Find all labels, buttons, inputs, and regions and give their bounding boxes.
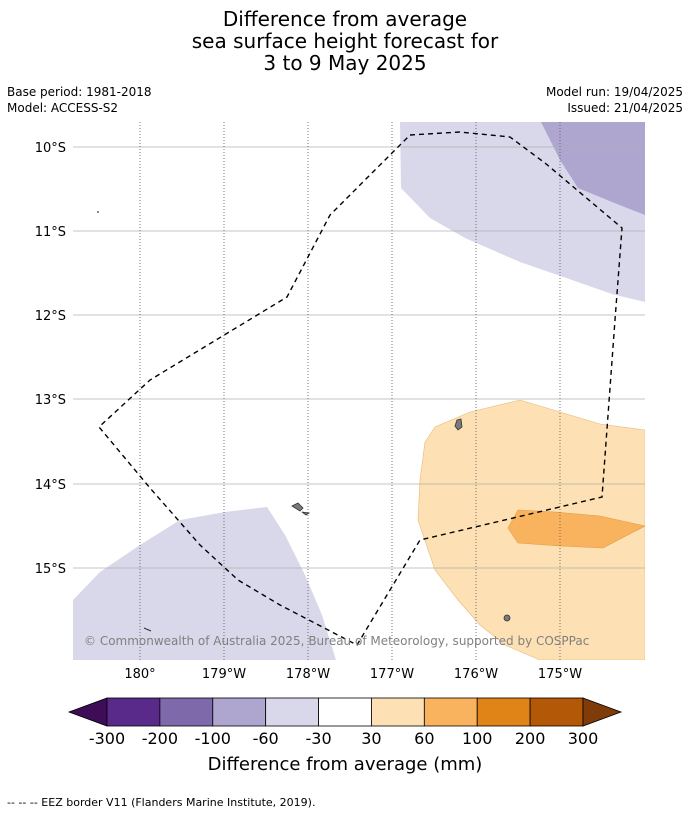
colorbar-segment [212, 697, 267, 727]
colorbar-tick-label: -300 [89, 729, 125, 748]
colorbar-segment [159, 697, 214, 727]
colorbar-segment [371, 697, 425, 727]
colorbar-tick-label: 300 [568, 729, 599, 748]
anomaly-region-plus60-se [507, 509, 645, 549]
colorbar-tick-label: 30 [361, 729, 381, 748]
lat-label: 11°S [35, 225, 66, 240]
colorbar-label: Difference from average (mm) [207, 754, 483, 775]
latitude-labels: 10°S 11°S 12°S 13°S 14°S 15°S [35, 141, 66, 577]
lat-label: 15°S [35, 562, 66, 577]
lat-label: 10°S [35, 141, 66, 156]
gridlines [73, 122, 645, 660]
lon-label: 176°W [454, 667, 498, 682]
island-futuna [291, 502, 304, 512]
islands [97, 211, 511, 632]
colorbar-tick-label: 200 [515, 729, 546, 748]
lon-label: 179°W [202, 667, 246, 682]
meta-right: Model run: 19/04/2025 Issued: 21/04/2025 [546, 84, 683, 116]
lon-label: 175°W [538, 667, 582, 682]
colorbar-segment [476, 697, 531, 727]
colorbar-tick-label: 100 [462, 729, 493, 748]
base-period: Base period: 1981-2018 [7, 85, 152, 99]
colorbar-segment [318, 697, 372, 727]
island-sw [143, 627, 152, 632]
title-line-2: sea surface height forecast for [191, 29, 499, 53]
longitude-labels: 180° 179°W 178°W 177°W 176°W 175°W [124, 667, 582, 682]
colorbar-over-arrow [582, 697, 623, 727]
footer-legend: -- -- -- EEZ border V11 (Flanders Marine… [7, 796, 316, 809]
colorbar-segment [106, 697, 161, 727]
model-name: Model: ACCESS-S2 [7, 101, 119, 115]
meta-left: Base period: 1981-2018 Model: ACCESS-S2 [7, 84, 152, 116]
colorbar-segment [529, 697, 584, 727]
map-title: Difference from average sea surface heig… [0, 8, 690, 74]
colorbar-tick-label: -60 [253, 729, 279, 748]
eez-border [98, 131, 623, 646]
lat-label: 14°S [35, 478, 66, 493]
colorbar: -300 -200 -100 -60 -30 30 60 100 200 300 [67, 697, 623, 748]
colorbar-segment [423, 697, 478, 727]
island-south [503, 614, 511, 622]
colorbar-tick-label: 60 [414, 729, 434, 748]
model-run: Model run: 19/04/2025 [545, 85, 683, 99]
title-line-3: 3 to 9 May 2025 [263, 51, 427, 75]
lon-label: 178°W [286, 667, 330, 682]
colorbar-segment [265, 697, 319, 727]
lat-label: 13°S [35, 393, 66, 408]
lat-label: 12°S [35, 309, 66, 324]
island-alofi [301, 511, 311, 516]
island-wallis [454, 418, 463, 431]
colorbar-tick-label: -30 [305, 729, 331, 748]
issued-date: Issued: 21/04/2025 [567, 101, 683, 115]
lon-label: 180° [124, 667, 155, 682]
lon-label: 177°W [370, 667, 414, 682]
title-line-1: Difference from average [222, 7, 468, 31]
colorbar-tick-label: -100 [195, 729, 231, 748]
anomaly-region-minus60-ne [541, 122, 645, 215]
island-nw [97, 211, 99, 213]
copyright-notice: © Commonwealth of Australia 2025, Bureau… [84, 634, 589, 648]
anomaly-layer [73, 122, 645, 660]
anomaly-region-minus30-sw [73, 507, 336, 660]
colorbar-under-arrow [67, 697, 108, 727]
colorbar-tick-label: -200 [142, 729, 178, 748]
